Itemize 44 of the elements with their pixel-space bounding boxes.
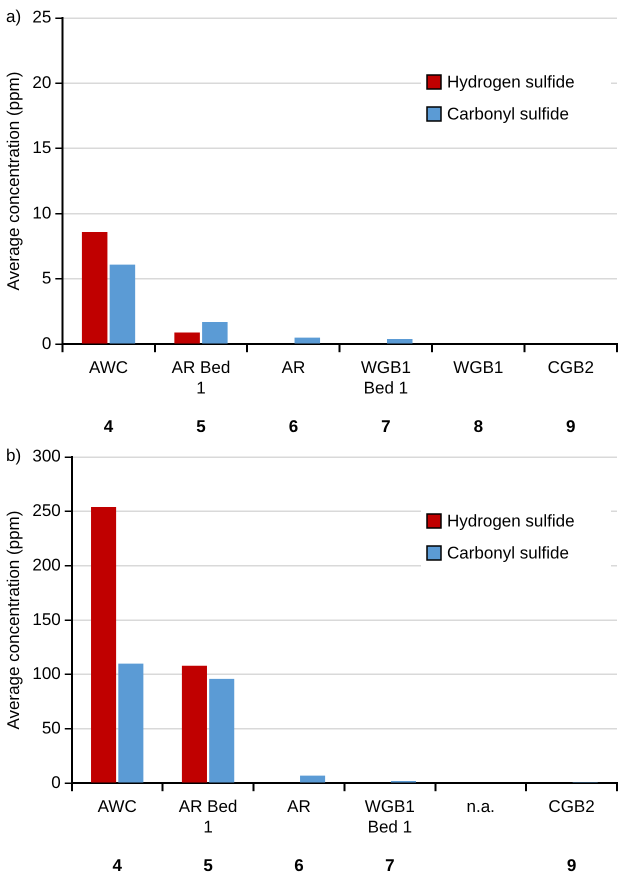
category-label: WGB1 8	[453, 358, 504, 436]
bar	[118, 664, 144, 782]
category-label: AR 6	[282, 358, 306, 436]
y-tick-label: 10	[32, 203, 52, 222]
category-label: AR Bed 1 5	[172, 358, 230, 436]
chart-title: b)	[6, 446, 22, 465]
category-label: CGB2 9	[548, 358, 594, 436]
y-tick-label: 250	[32, 501, 61, 520]
y-tick-label: 15	[32, 138, 52, 158]
bar	[82, 232, 108, 344]
y-tick-label: 0	[51, 772, 61, 792]
y-tick-label: 150	[32, 610, 61, 629]
category-label: AR 6	[287, 797, 311, 876]
legend-label: Carbonyl sulfide	[447, 544, 569, 563]
category-label: AR Bed 1 5	[178, 797, 238, 876]
category-label: CGB2 9	[548, 797, 595, 876]
y-tick-label: 25	[32, 8, 52, 27]
y-axis-title: Average concentration (ppm)	[4, 510, 23, 730]
bar	[386, 338, 413, 344]
bar	[174, 332, 200, 344]
x-tick-label: n.a.	[466, 797, 495, 816]
bar	[182, 666, 207, 782]
bar	[209, 678, 234, 782]
bar	[294, 338, 320, 344]
legend-label: Carbonyl sulfide	[447, 104, 569, 124]
category-label: WGB1 Bed 1 7	[364, 797, 415, 876]
bar	[91, 507, 116, 782]
y-tick-label: 0	[42, 334, 52, 353]
legend-label: Hydrogen sulfide	[447, 72, 575, 92]
y-tick-label: 200	[32, 555, 61, 574]
y-axis-title: Average concentration (ppm)	[4, 72, 23, 291]
bar	[300, 776, 326, 782]
bar	[202, 322, 228, 344]
category-label: WGB1 Bed 1 7	[360, 358, 411, 436]
y-tick-label: 100	[32, 664, 61, 684]
category-label: AWC 4	[98, 797, 137, 876]
legend-label: Hydrogen sulfide	[447, 512, 575, 531]
y-tick-label: 20	[32, 72, 52, 92]
y-tick-label: 300	[32, 446, 61, 466]
y-tick-label: 50	[42, 718, 61, 738]
chart-title: a)	[6, 7, 22, 26]
bar	[110, 264, 136, 344]
y-tick-label: 5	[42, 268, 52, 288]
category-label: AWC 4	[89, 358, 128, 436]
